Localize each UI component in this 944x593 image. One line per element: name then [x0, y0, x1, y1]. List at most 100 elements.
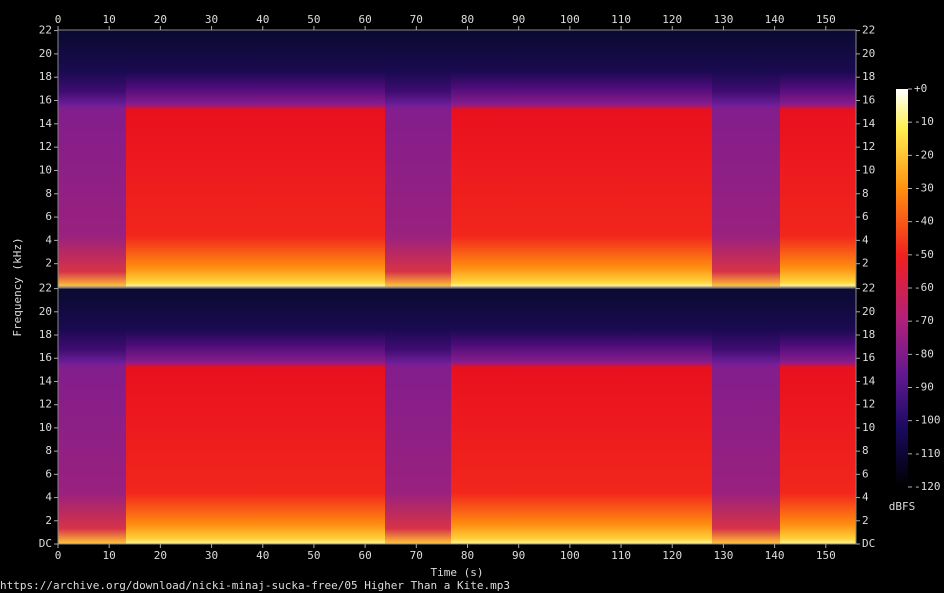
x-tick-label-bottom: 80	[461, 549, 474, 562]
y-tick-label-right: 6	[862, 210, 869, 223]
colorbar-tick-label: -110	[914, 447, 941, 460]
y-tick-label: 8	[45, 444, 52, 457]
y-tick-label: 4	[45, 491, 52, 504]
colorbar-tick-label: -10	[914, 115, 934, 128]
colorbar-tick-label: -70	[914, 314, 934, 327]
spectrum-quiet	[385, 30, 451, 287]
x-axis-label: Time (s)	[431, 566, 484, 579]
y-tick-label-right: 20	[862, 47, 875, 60]
colorbar	[896, 89, 908, 487]
x-tick-label-top: 110	[611, 13, 631, 26]
y-tick-label-right: 10	[862, 421, 875, 434]
colorbar-tick-label: -30	[914, 182, 934, 195]
x-tick-label-bottom: 150	[816, 549, 836, 562]
y-axis-label: Frequency (kHz)	[11, 237, 24, 336]
y-tick-label: 10	[39, 421, 52, 434]
y-tick-label: DC	[39, 537, 52, 550]
y-tick-label: 10	[39, 163, 52, 176]
x-tick-label-top: 70	[410, 13, 423, 26]
y-tick-label-right: 14	[862, 117, 876, 130]
x-tick-label-top: 40	[256, 13, 269, 26]
y-tick-label-right: 14	[862, 374, 876, 387]
y-tick-label: 16	[39, 94, 52, 107]
x-tick-label-top: 50	[307, 13, 320, 26]
y-tick-label: 8	[45, 187, 52, 200]
colorbar-tick-label: -120	[914, 480, 941, 493]
x-tick-label-top: 60	[358, 13, 371, 26]
y-tick-label-right: 2	[862, 257, 869, 270]
x-tick-label-bottom: 110	[611, 549, 631, 562]
y-tick-label-right: 6	[862, 467, 869, 480]
y-tick-label-right: 22	[862, 24, 875, 37]
plot-frame	[57, 287, 857, 545]
x-tick-label-bottom: 60	[358, 549, 371, 562]
plot-frame	[57, 29, 857, 288]
y-tick-label: 16	[39, 351, 52, 364]
spectrum-quiet	[712, 288, 780, 544]
colorbar-tick-label: -40	[914, 215, 934, 228]
y-tick-label-right: 16	[862, 351, 875, 364]
colorbar-tick-label: -60	[914, 281, 934, 294]
x-tick-label-top: 140	[765, 13, 785, 26]
x-tick-label-bottom: 30	[205, 549, 218, 562]
x-tick-label-top: 120	[662, 13, 682, 26]
y-tick-label: 2	[45, 514, 52, 527]
x-tick-label-top: 30	[205, 13, 218, 26]
y-tick-label: 22	[39, 282, 52, 295]
x-tick-label-top: 10	[103, 13, 116, 26]
y-tick-label-right: 4	[862, 233, 869, 246]
y-tick-label-right: 8	[862, 187, 869, 200]
x-tick-label-bottom: 140	[765, 549, 785, 562]
colorbar-tick-label: -90	[914, 381, 934, 394]
colorbar-tick-label: +0	[914, 82, 927, 95]
y-tick-label-right: 22	[862, 282, 875, 295]
y-tick-label: 18	[39, 70, 52, 83]
x-tick-label-bottom: 50	[307, 549, 320, 562]
spectrum-quiet	[712, 30, 780, 287]
colorbar-label: dBFS	[889, 500, 916, 513]
x-tick-label-bottom: 130	[713, 549, 733, 562]
y-tick-label-right: 12	[862, 398, 875, 411]
y-tick-label: 12	[39, 398, 52, 411]
y-tick-label-right: 12	[862, 140, 875, 153]
y-tick-label: 12	[39, 140, 52, 153]
y-tick-label: 22	[39, 24, 52, 37]
y-tick-label: 2	[45, 257, 52, 270]
y-tick-label-right: 18	[862, 328, 875, 341]
y-tick-label: 14	[39, 374, 53, 387]
y-tick-label-right: 4	[862, 491, 869, 504]
y-tick-label: 18	[39, 328, 52, 341]
x-tick-label-bottom: 100	[560, 549, 580, 562]
x-tick-label-bottom: 120	[662, 549, 682, 562]
x-tick-label-top: 150	[816, 13, 836, 26]
y-tick-label: 20	[39, 47, 52, 60]
y-tick-label: 6	[45, 467, 52, 480]
x-tick-label-bottom: 10	[103, 549, 116, 562]
x-tick-label-top: 20	[154, 13, 167, 26]
colorbar-tick-label: -100	[914, 414, 941, 427]
colorbar-tick-label: -80	[914, 347, 934, 360]
y-tick-label: 6	[45, 210, 52, 223]
x-tick-label-bottom: 70	[410, 549, 423, 562]
x-tick-label-top: 80	[461, 13, 474, 26]
spectrum-quiet	[58, 30, 126, 287]
colorbar-tick-label: -50	[914, 248, 934, 261]
y-tick-label-right: 20	[862, 305, 875, 318]
colorbar-tick-label: -20	[914, 148, 934, 161]
y-tick-label-right: 8	[862, 444, 869, 457]
y-tick-label-right: 2	[862, 514, 869, 527]
spectrum-quiet	[58, 288, 126, 544]
x-tick-label-top: 130	[713, 13, 733, 26]
x-tick-label-bottom: 0	[55, 549, 62, 562]
x-tick-label-top: 90	[512, 13, 525, 26]
x-tick-label-bottom: 40	[256, 549, 269, 562]
y-tick-label-right: 10	[862, 163, 875, 176]
x-tick-label-top: 0	[55, 13, 62, 26]
y-tick-label: 14	[39, 117, 53, 130]
y-tick-label-right: 16	[862, 94, 875, 107]
y-tick-label-right: DC	[862, 537, 875, 550]
x-tick-label-top: 100	[560, 13, 580, 26]
spectrum-quiet	[385, 288, 451, 544]
x-tick-label-bottom: 20	[154, 549, 167, 562]
